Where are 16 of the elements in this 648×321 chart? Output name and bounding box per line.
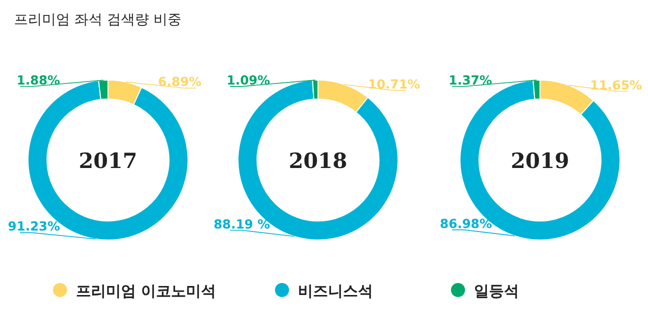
- data-label: 88.19 %: [214, 216, 270, 232]
- legend-label: 일등석: [474, 282, 519, 300]
- legend-label: 프리미엄 이코노미석: [76, 282, 216, 300]
- text: 2017: [78, 148, 138, 173]
- data-label: 1.88%: [16, 72, 60, 88]
- data-label: 11.65%: [590, 77, 643, 92]
- data-label: 1.37%: [448, 72, 492, 88]
- text: 프리미엄 좌석 검색량 비중: [14, 12, 182, 28]
- text: 2018: [288, 148, 348, 173]
- text: 2019: [510, 148, 570, 173]
- legend-label: 비즈니스석: [298, 282, 373, 300]
- data-label: 6.89%: [158, 74, 202, 90]
- data-label: 86.98%: [440, 216, 492, 231]
- data-label: 1.09%: [226, 72, 270, 88]
- data-label: 10.71%: [368, 76, 421, 92]
- data-label: 91.23%: [8, 218, 60, 234]
